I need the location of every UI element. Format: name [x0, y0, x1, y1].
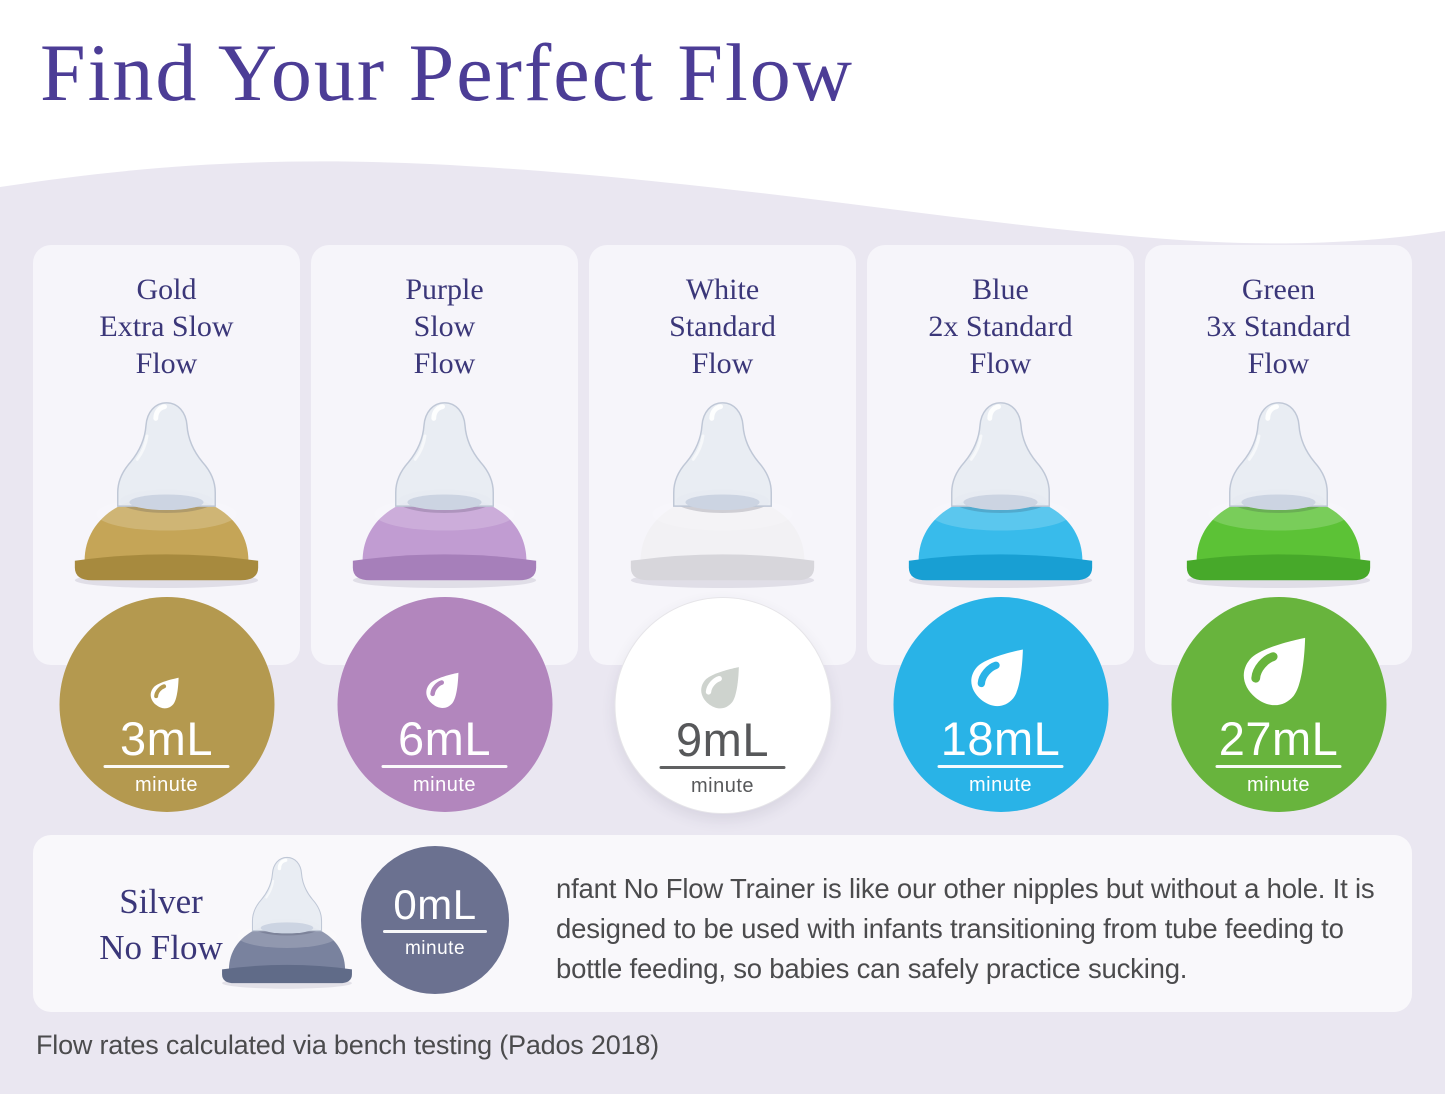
trainer-description: nfant No Flow Trainer is like our other … [556, 873, 1375, 984]
rate-divider [1215, 765, 1342, 768]
column-title-line: Gold [136, 273, 197, 306]
rate-divider [659, 766, 786, 769]
water-drop-icon [59, 611, 274, 711]
flow-badge: 9mL minute [614, 597, 831, 814]
rate-divider [937, 765, 1064, 768]
column-title-line: Extra Slow [99, 310, 234, 344]
column-title-line: 2x Standard [928, 310, 1073, 344]
trainer-title: Silver No Flow [61, 879, 261, 970]
trainer-flow-badge: 0mL minute [361, 846, 509, 994]
flow-badge: 18mL minute [893, 597, 1108, 812]
rate-unit: minute [968, 774, 1033, 796]
rate-unit: minute [690, 775, 755, 797]
column-title-line: White [685, 273, 760, 306]
flow-rate: 6mL [398, 712, 491, 765]
water-drop-icon [615, 612, 830, 712]
nipple-image [1145, 395, 1412, 590]
footnote: Flow rates calculated via bench testing … [36, 1030, 659, 1060]
flow-rate: 18mL [940, 712, 1061, 765]
column-title-line: Slow [413, 310, 476, 344]
trainer-rate-unit: minute [404, 938, 466, 959]
trainer-title-line: No Flow [99, 927, 223, 967]
flow-columns-row: Gold Extra Slow Flow 3mL minute Purple S… [33, 245, 1412, 814]
column-title-line: Green [1241, 273, 1316, 306]
flow-column-gold-extra-slow: Gold Extra Slow Flow 3mL minute [33, 245, 300, 812]
flow-badge: 27mL minute [1171, 597, 1386, 812]
trainer-card: Silver No Flow 0mL minute nfant No Flow … [33, 835, 1412, 1012]
column-title: Blue 2x Standard Flow [867, 245, 1134, 383]
background-wave [0, 161, 1445, 261]
flow-column-green-3x-standard: Green 3x Standard Flow 27mL minute [1145, 245, 1412, 812]
water-drop-icon [893, 611, 1108, 711]
nipple-image [311, 395, 578, 590]
rate-divider [381, 765, 508, 768]
column-title-line: 3x Standard [1206, 310, 1351, 344]
rate-unit: minute [1246, 774, 1311, 796]
rate-divider [103, 765, 230, 768]
trainer-nipple-image [211, 851, 363, 996]
column-title: White Standard Flow [589, 245, 856, 383]
flow-rate: 9mL [676, 713, 769, 766]
page-title: Find Your Perfect Flow [40, 27, 854, 118]
flow-rate: 3mL [120, 712, 213, 765]
trainer-flow-rate: 0mL [393, 881, 477, 928]
flow-rate: 27mL [1218, 712, 1339, 765]
column-title-line: Flow [135, 347, 198, 381]
water-drop-icon [1171, 611, 1386, 711]
trainer-rate-divider [383, 930, 487, 933]
flow-column-purple-slow: Purple Slow Flow 6mL minute [311, 245, 578, 812]
column-title-line: Flow [969, 347, 1032, 381]
flow-column-blue-2x-standard: Blue 2x Standard Flow 18mL minute [867, 245, 1134, 812]
column-title-line: Blue [972, 273, 1029, 306]
column-title-line: Flow [691, 347, 754, 381]
flow-column-white-standard: White Standard Flow 9mL minute [589, 245, 856, 814]
nipple-image [33, 395, 300, 590]
nipple-image [867, 395, 1134, 590]
column-title-line: Purple [405, 273, 484, 306]
rate-unit: minute [412, 774, 477, 796]
trainer-title-line: Silver [119, 882, 203, 921]
rate-unit: minute [134, 774, 199, 796]
nipple-image [589, 395, 856, 590]
column-title: Gold Extra Slow Flow [33, 245, 300, 383]
column-title-line: Standard [669, 310, 776, 344]
flow-badge: 6mL minute [337, 597, 552, 812]
water-drop-icon [337, 611, 552, 711]
column-title-line: Flow [413, 347, 476, 381]
flow-badge: 3mL minute [59, 597, 274, 812]
column-title: Purple Slow Flow [311, 245, 578, 383]
column-title: Green 3x Standard Flow [1145, 245, 1412, 383]
column-title-line: Flow [1247, 347, 1310, 381]
